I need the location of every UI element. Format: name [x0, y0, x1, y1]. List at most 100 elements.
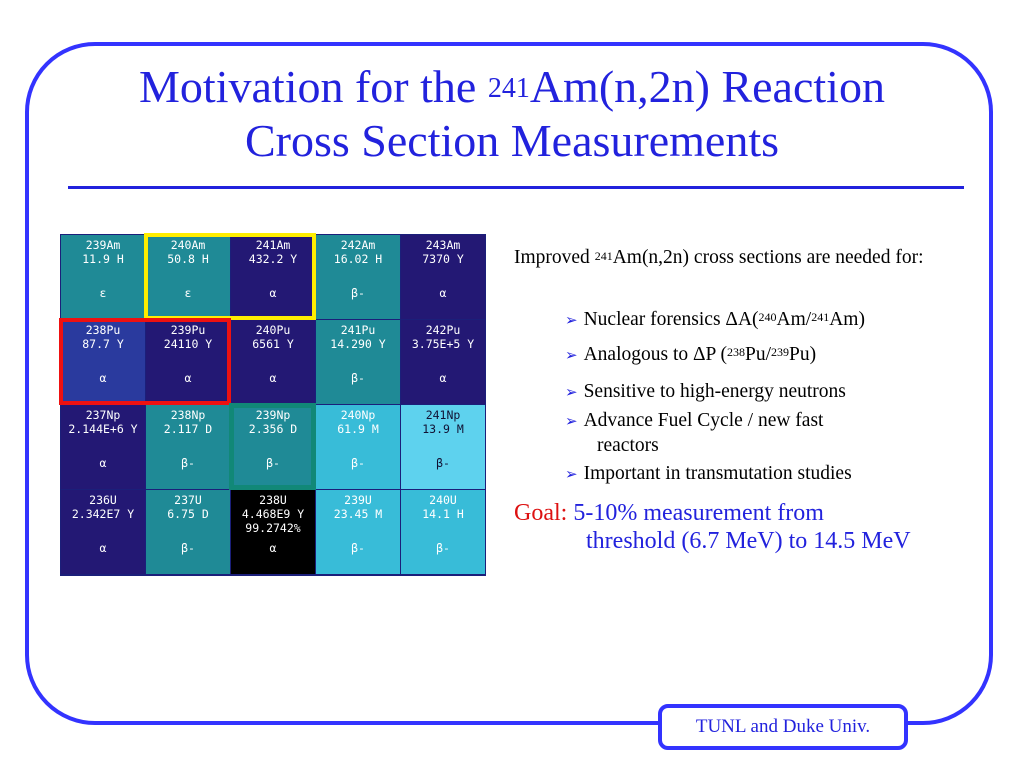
nuclide-decay: α [99, 456, 107, 470]
b4-line2: reactors [597, 435, 659, 456]
bullet-transmutation: ➢ Important in transmutation studies [565, 462, 852, 487]
nuclide-cell-237u: 237U 6.75 D β- [146, 490, 230, 574]
nuclide-name: 241Np [425, 408, 461, 422]
intro-post: Am(n,2n) cross sections are needed for: [612, 247, 924, 268]
nuclide-halflife: 2.117 D [163, 422, 213, 436]
nuclide-halflife: 16.02 H [333, 252, 383, 266]
nuclide-cell-239pu: 239Pu 24110 Y α [146, 320, 230, 404]
nuclide-name: 238Np [170, 408, 206, 422]
nuclide-halflife: 6561 Y [252, 337, 294, 351]
nuclide-halflife: 432.2 Y [248, 252, 298, 266]
nuclide-halflife: 87.7 Y [82, 337, 124, 351]
b2-pre: Analogous to ΔP ( [583, 344, 728, 365]
nuclide-halflife: 14.290 Y [330, 337, 386, 351]
nuclide-name: 242Pu [425, 323, 461, 337]
bullet-arrow-icon: ➢ [565, 385, 578, 401]
nuclide-decay: β- [181, 456, 195, 470]
intro-superscript: 241 [594, 249, 613, 263]
nuclide-halflife: 7370 Y [422, 252, 464, 266]
title-divider [68, 186, 964, 189]
b1-pre: Nuclear forensics ΔA( [583, 309, 759, 330]
nuclide-cell-241pu: 241Pu 14.290 Y β- [316, 320, 400, 404]
title-line1-pre: Motivation for the [139, 61, 488, 112]
nuclide-name: 236U [89, 493, 117, 507]
nuclide-cell-240pu: 240Pu 6561 Y α [231, 320, 315, 404]
nuclide-halflife: 23.45 M [333, 507, 383, 521]
nuclide-halflife: 24110 Y [163, 337, 213, 351]
nuclide-cell-241np: 241Np 13.9 M β- [401, 405, 485, 489]
nuclide-decay: α [439, 286, 447, 300]
b4-line1: Advance Fuel Cycle / new fast [583, 410, 824, 431]
nuclide-decay: ε [99, 286, 107, 300]
nuclide-cell-238np: 238Np 2.117 D β- [146, 405, 230, 489]
nuclide-halflife: 2.342E7 Y [71, 507, 135, 521]
nuclide-halflife: 61.9 M [337, 422, 379, 436]
nuclide-abundance: 99.2742% [245, 521, 301, 535]
nuclide-cell-240u: 240U 14.1 H β- [401, 490, 485, 574]
nuclide-decay: β- [351, 456, 365, 470]
nuclide-cell-242pu: 242Pu 3.75E+5 Y α [401, 320, 485, 404]
nuclide-name: 237Np [85, 408, 121, 422]
nuclide-name: 240Am [170, 238, 206, 252]
b2-sup2: 239 [771, 345, 790, 359]
highlight-box-red [59, 318, 231, 405]
nuclide-name: 243Am [425, 238, 461, 252]
nuclide-cell-237np: 237Np 2.144E+6 Y α [61, 405, 145, 489]
nuclide-decay: α [269, 286, 277, 300]
nuclide-cell-239u: 239U 23.45 M β- [316, 490, 400, 574]
nuclide-decay: α [269, 371, 277, 385]
nuclide-name: 241Am [255, 238, 291, 252]
nuclide-halflife: 2.356 D [248, 422, 298, 436]
nuclide-decay: α [439, 371, 447, 385]
b5-text: Important in transmutation studies [583, 463, 852, 484]
nuclide-halflife: 4.468E9 Y [241, 507, 305, 521]
nuclide-cell-238pu: 238Pu 87.7 Y α [61, 320, 145, 404]
title-superscript: 241 [487, 73, 530, 104]
goal-label: Goal: [514, 500, 568, 526]
nuclide-cell-239am: 239Am 11.9 H ε [61, 235, 145, 319]
nuclide-name: 240Np [340, 408, 376, 422]
bullet-arrow-icon: ➢ [565, 467, 578, 483]
intro-pre: Improved [514, 247, 595, 268]
nuclide-halflife: 2.144E+6 Y [68, 422, 138, 436]
nuclide-name: 239Am [85, 238, 121, 252]
goal-line2: threshold (6.7 MeV) to 14.5 MeV [586, 528, 911, 554]
goal-statement: Goal: 5-10% measurement from threshold (… [514, 499, 984, 555]
nuclide-name: 239Np [255, 408, 291, 422]
bullet-sensitive: ➢ Sensitive to high-energy neutrons [565, 380, 846, 405]
nuclide-cell-241am: 241Am 432.2 Y α [231, 235, 315, 319]
goal-line1: 5-10% measurement from [573, 500, 824, 526]
nuclide-name: 237U [174, 493, 202, 507]
nuclide-decay: α [184, 371, 192, 385]
bullet-arrow-icon: ➢ [565, 348, 578, 364]
nuclide-name: 242Am [340, 238, 376, 252]
nuclide-decay: α [269, 541, 277, 555]
nuclide-name: 240Pu [255, 323, 291, 337]
nuclide-name: 239Pu [170, 323, 206, 337]
bullet-analogous: ➢ Analogous to ΔP (238Pu/239Pu) [565, 343, 816, 368]
b1-sup2: 241 [811, 310, 830, 324]
nuclide-cell-236u: 236U 2.342E7 Y α [61, 490, 145, 574]
nuclide-halflife: 6.75 D [167, 507, 209, 521]
b1-sup1: 240 [758, 310, 777, 324]
bullet-fuel-cycle: ➢ Advance Fuel Cycle / new fast reactors [565, 409, 823, 457]
bullet-arrow-icon: ➢ [565, 313, 578, 329]
b2-mid: Pu/ [745, 344, 772, 365]
intro-text: Improved 241Am(n,2n) cross sections are … [514, 246, 954, 270]
b2-sup1: 238 [727, 345, 746, 359]
nuclide-decay: β- [266, 456, 280, 470]
b2-post: Pu) [789, 344, 817, 365]
b3-text: Sensitive to high-energy neutrons [583, 381, 846, 402]
nuclide-name: 240U [429, 493, 457, 507]
highlight-box-teal [229, 403, 316, 490]
bullet-nuclear-forensics: ➢ Nuclear forensics ΔA(240Am/241Am) [565, 308, 865, 333]
nuclide-decay: β- [436, 541, 450, 555]
nuclide-decay: β- [351, 286, 365, 300]
nuclide-decay: β- [351, 541, 365, 555]
nuclide-cell-242am: 242Am 16.02 H β- [316, 235, 400, 319]
bullet-arrow-icon: ➢ [565, 414, 578, 430]
nuclide-cell-238u: 238U 4.468E9 Y 99.2742% α [231, 490, 315, 574]
nuclide-halflife: 3.75E+5 Y [411, 337, 475, 351]
nuclide-cell-240am: 240Am 50.8 H ε [146, 235, 230, 319]
